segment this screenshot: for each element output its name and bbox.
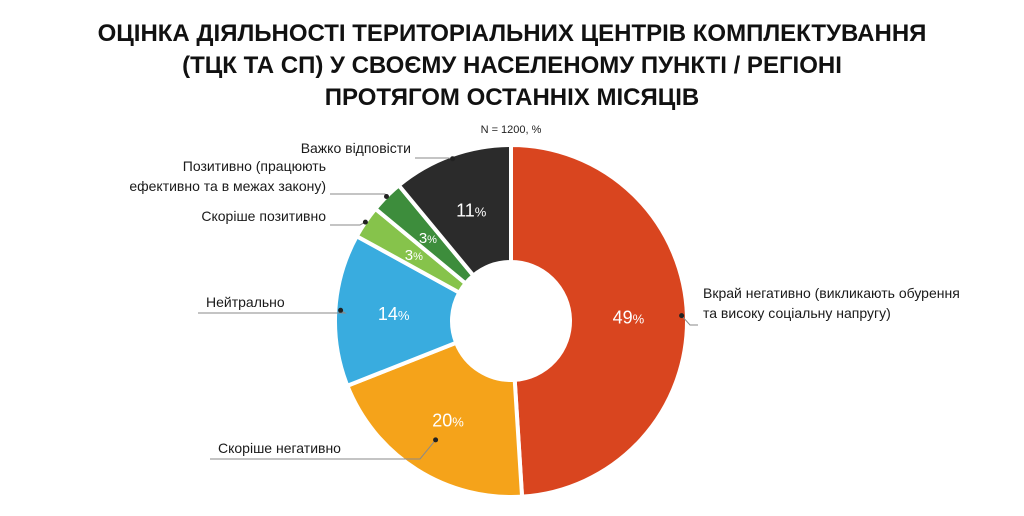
value-label-важко-відповісти: 11% bbox=[456, 201, 487, 221]
leader-lines bbox=[198, 156, 698, 460]
leader-line-вкрай-негативно bbox=[681, 315, 698, 326]
slice-вкрай-негативно bbox=[509, 143, 689, 499]
slice-нейтрально bbox=[333, 234, 462, 388]
leader-dot-позитивно bbox=[384, 194, 389, 199]
value-label-вкрай-негативно: 49% bbox=[613, 308, 645, 328]
slice-value-labels: 49% 20% 14% 3%3% 11% bbox=[378, 201, 645, 431]
value-label-нейтрально: 14% bbox=[378, 304, 410, 324]
donut-slices bbox=[333, 143, 689, 499]
chart-title-line-3: ПРОТЯГОМ ОСТАННІХ МІСЯЦІВ bbox=[324, 84, 700, 111]
category-label-позитивно: Позитивно (працюють ефективно та в межах … bbox=[129, 158, 326, 194]
leader-dot-нейтрально bbox=[338, 307, 344, 313]
category-label-вкрай-негативно: Вкрай негативно (викликають обурення та в… bbox=[703, 285, 960, 321]
category-label-скоріше-негативно: Скоріше негативно bbox=[218, 440, 341, 456]
category-label-скоріше-позитивно: Скоріше позитивно bbox=[201, 208, 326, 224]
sample-size-note: N = 1200, % bbox=[481, 124, 542, 136]
leader-dot-скоріше-негативно bbox=[433, 437, 439, 443]
chart-title-line-2: (ТЦК ТА СП) У СВОЄМУ НАСЕЛЕНОМУ ПУНКТІ /… bbox=[182, 52, 842, 79]
slice-category-labels: Вкрай негативно (викликають обурення та в… bbox=[129, 140, 959, 456]
slice-скоріше-негативно bbox=[345, 340, 525, 499]
value-label-скоріше-позитивно: 3% bbox=[405, 247, 423, 264]
value-label-позитивно: 3% bbox=[419, 230, 437, 247]
leader-dot-вкрай-негативно bbox=[679, 313, 685, 319]
category-label-нейтрально: Нейтрально bbox=[206, 294, 285, 310]
leader-line-позитивно bbox=[330, 193, 387, 197]
chart-title: ОЦІНКА ДІЯЛЬНОСТІ ТЕРИТОРІАЛЬНИХ ЦЕНТРІВ… bbox=[0, 18, 1024, 114]
leader-line-скоріше-негативно bbox=[210, 439, 436, 460]
value-label-скоріше-негативно: 20% bbox=[432, 411, 464, 431]
slice-важко-відповісти bbox=[396, 143, 513, 278]
leader-line-скоріше-позитивно bbox=[330, 221, 366, 226]
leader-dot-важко-відповісти bbox=[450, 156, 456, 162]
chart-title-line-1: ОЦІНКА ДІЯЛЬНОСТІ ТЕРИТОРІАЛЬНИХ ЦЕНТРІВ… bbox=[97, 20, 927, 47]
leader-dot-скоріше-позитивно bbox=[362, 219, 368, 225]
category-label-важко-відповісти: Важко відповісти bbox=[301, 140, 411, 156]
leader-line-нейтрально bbox=[198, 309, 347, 314]
